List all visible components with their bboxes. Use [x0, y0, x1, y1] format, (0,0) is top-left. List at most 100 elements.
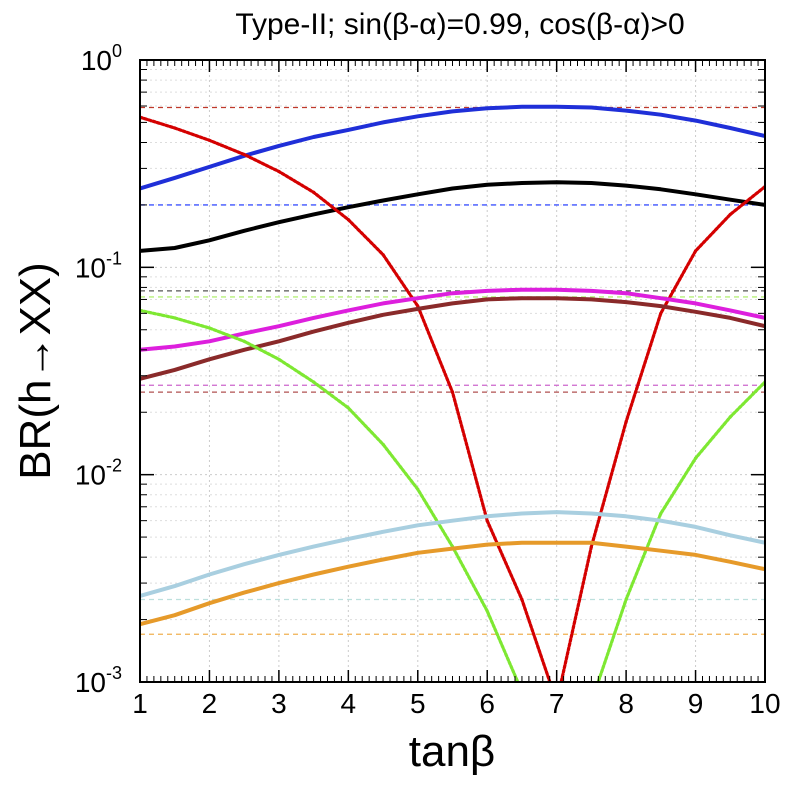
series-lightblue-point	[728, 533, 732, 537]
x-tick-label-10: 10	[749, 688, 780, 719]
series-green-point	[728, 415, 732, 419]
series-lightblue-point	[381, 530, 385, 534]
series-orange-point	[589, 541, 594, 545]
series-blue-point	[207, 165, 211, 169]
series-red-point	[694, 249, 698, 253]
series-orange-point	[450, 547, 455, 551]
series-black-point	[173, 246, 177, 250]
series-brown-point	[416, 307, 420, 311]
series-magenta-point	[207, 339, 211, 343]
series-lightblue-point	[659, 519, 663, 523]
series-brown-point	[242, 348, 246, 352]
series-black-point	[659, 187, 663, 191]
y-tick-labels: 10-3 10-2 10-1 100	[75, 41, 122, 698]
chart-title: Type-II; sin(β-α)=0.99, cos(β-α)>0	[235, 8, 684, 41]
series-red-point	[346, 218, 350, 222]
series-red-point	[381, 253, 385, 257]
grid-lines	[139, 59, 766, 683]
series-black-point	[346, 205, 350, 209]
series-magenta-point	[381, 301, 385, 305]
series-blue-point	[624, 109, 628, 113]
series-red-point	[659, 311, 663, 315]
x-tick-label-2: 2	[202, 688, 218, 719]
series-magenta-point	[346, 308, 350, 312]
series-orange-point	[694, 553, 698, 557]
series-green-point	[624, 597, 628, 602]
series-lightblue-point	[624, 514, 628, 518]
series-red-point	[242, 152, 246, 157]
series-red-point	[312, 190, 316, 194]
series-blue-point	[589, 105, 594, 110]
series-magenta-point	[589, 289, 594, 293]
series-green-point	[242, 339, 246, 343]
series-magenta-point	[694, 301, 698, 305]
series-red-point	[520, 597, 524, 602]
series-black-point	[277, 220, 281, 224]
series-magenta-point	[173, 344, 177, 349]
x-tick-label-3: 3	[271, 688, 287, 719]
series-magenta-point	[242, 331, 246, 335]
series-lightblue-point	[694, 525, 698, 529]
series-black-point	[381, 198, 385, 203]
series-red-point	[207, 138, 211, 142]
series-magenta-point	[624, 291, 628, 295]
series-orange-point	[312, 572, 316, 577]
y-tick-label: 10-1	[75, 248, 122, 283]
plot-frame	[139, 59, 766, 683]
series-orange-point	[624, 545, 628, 549]
series-red-point	[277, 169, 281, 174]
series-brown-point	[450, 301, 455, 305]
series-blue-point	[381, 120, 385, 124]
series-magenta-point	[520, 288, 524, 292]
series-brown-point	[173, 368, 177, 372]
x-tick-label-5: 5	[410, 688, 426, 719]
series-magenta-point	[450, 291, 455, 295]
axis-ticks	[139, 59, 766, 683]
series-green-point	[659, 511, 663, 516]
series-brown-point	[381, 313, 385, 317]
series-black-point	[624, 184, 628, 188]
series-blue-point	[694, 119, 698, 123]
y-tick-label: 10-2	[75, 456, 122, 491]
series-brown-point	[277, 339, 281, 343]
series-magenta-point	[728, 308, 732, 312]
y-tick-label: 10-3	[75, 663, 122, 698]
series-brown-point	[728, 316, 732, 320]
series-blue-point	[173, 176, 177, 180]
series-lightblue-point	[555, 510, 559, 514]
series-brown-point	[346, 321, 350, 325]
series-orange-point	[173, 613, 177, 617]
series-brown-point	[555, 296, 559, 300]
series-blue-point	[346, 128, 350, 132]
x-tick-labels: 1 2 3 4 5 6 7 8 9 10	[132, 688, 780, 719]
x-tick-label-9: 9	[688, 688, 704, 719]
series-blue-point	[312, 135, 316, 139]
series-brown-point	[207, 357, 211, 361]
series-black-point	[555, 180, 559, 184]
series-red-point	[450, 390, 455, 394]
series-green-point	[694, 456, 698, 460]
series-blue-point	[450, 109, 455, 113]
series-brown-point	[312, 330, 316, 334]
series-green-point	[485, 609, 489, 613]
x-tick-label-6: 6	[479, 688, 495, 719]
x-tick-label-4: 4	[341, 688, 357, 719]
series-magenta-point	[277, 324, 281, 328]
series-lightblue-point	[207, 572, 211, 577]
series-green-point	[173, 316, 177, 320]
series-red-point	[624, 420, 628, 424]
series-magenta-point	[555, 288, 559, 292]
series-red-point	[728, 212, 732, 216]
y-tick-label: 100	[81, 41, 122, 76]
series-lightblue-point	[312, 545, 316, 549]
series-green-point	[277, 357, 281, 361]
series-red-point	[589, 545, 594, 549]
x-tick-label-1: 1	[132, 688, 148, 719]
series-blue-point	[659, 113, 663, 117]
series-black-point	[450, 186, 455, 191]
series-orange-point	[381, 557, 385, 562]
series-black-point	[694, 192, 698, 196]
series-green-point	[416, 487, 420, 491]
series-orange-point	[416, 551, 420, 555]
series-lightblue-point	[173, 584, 177, 588]
